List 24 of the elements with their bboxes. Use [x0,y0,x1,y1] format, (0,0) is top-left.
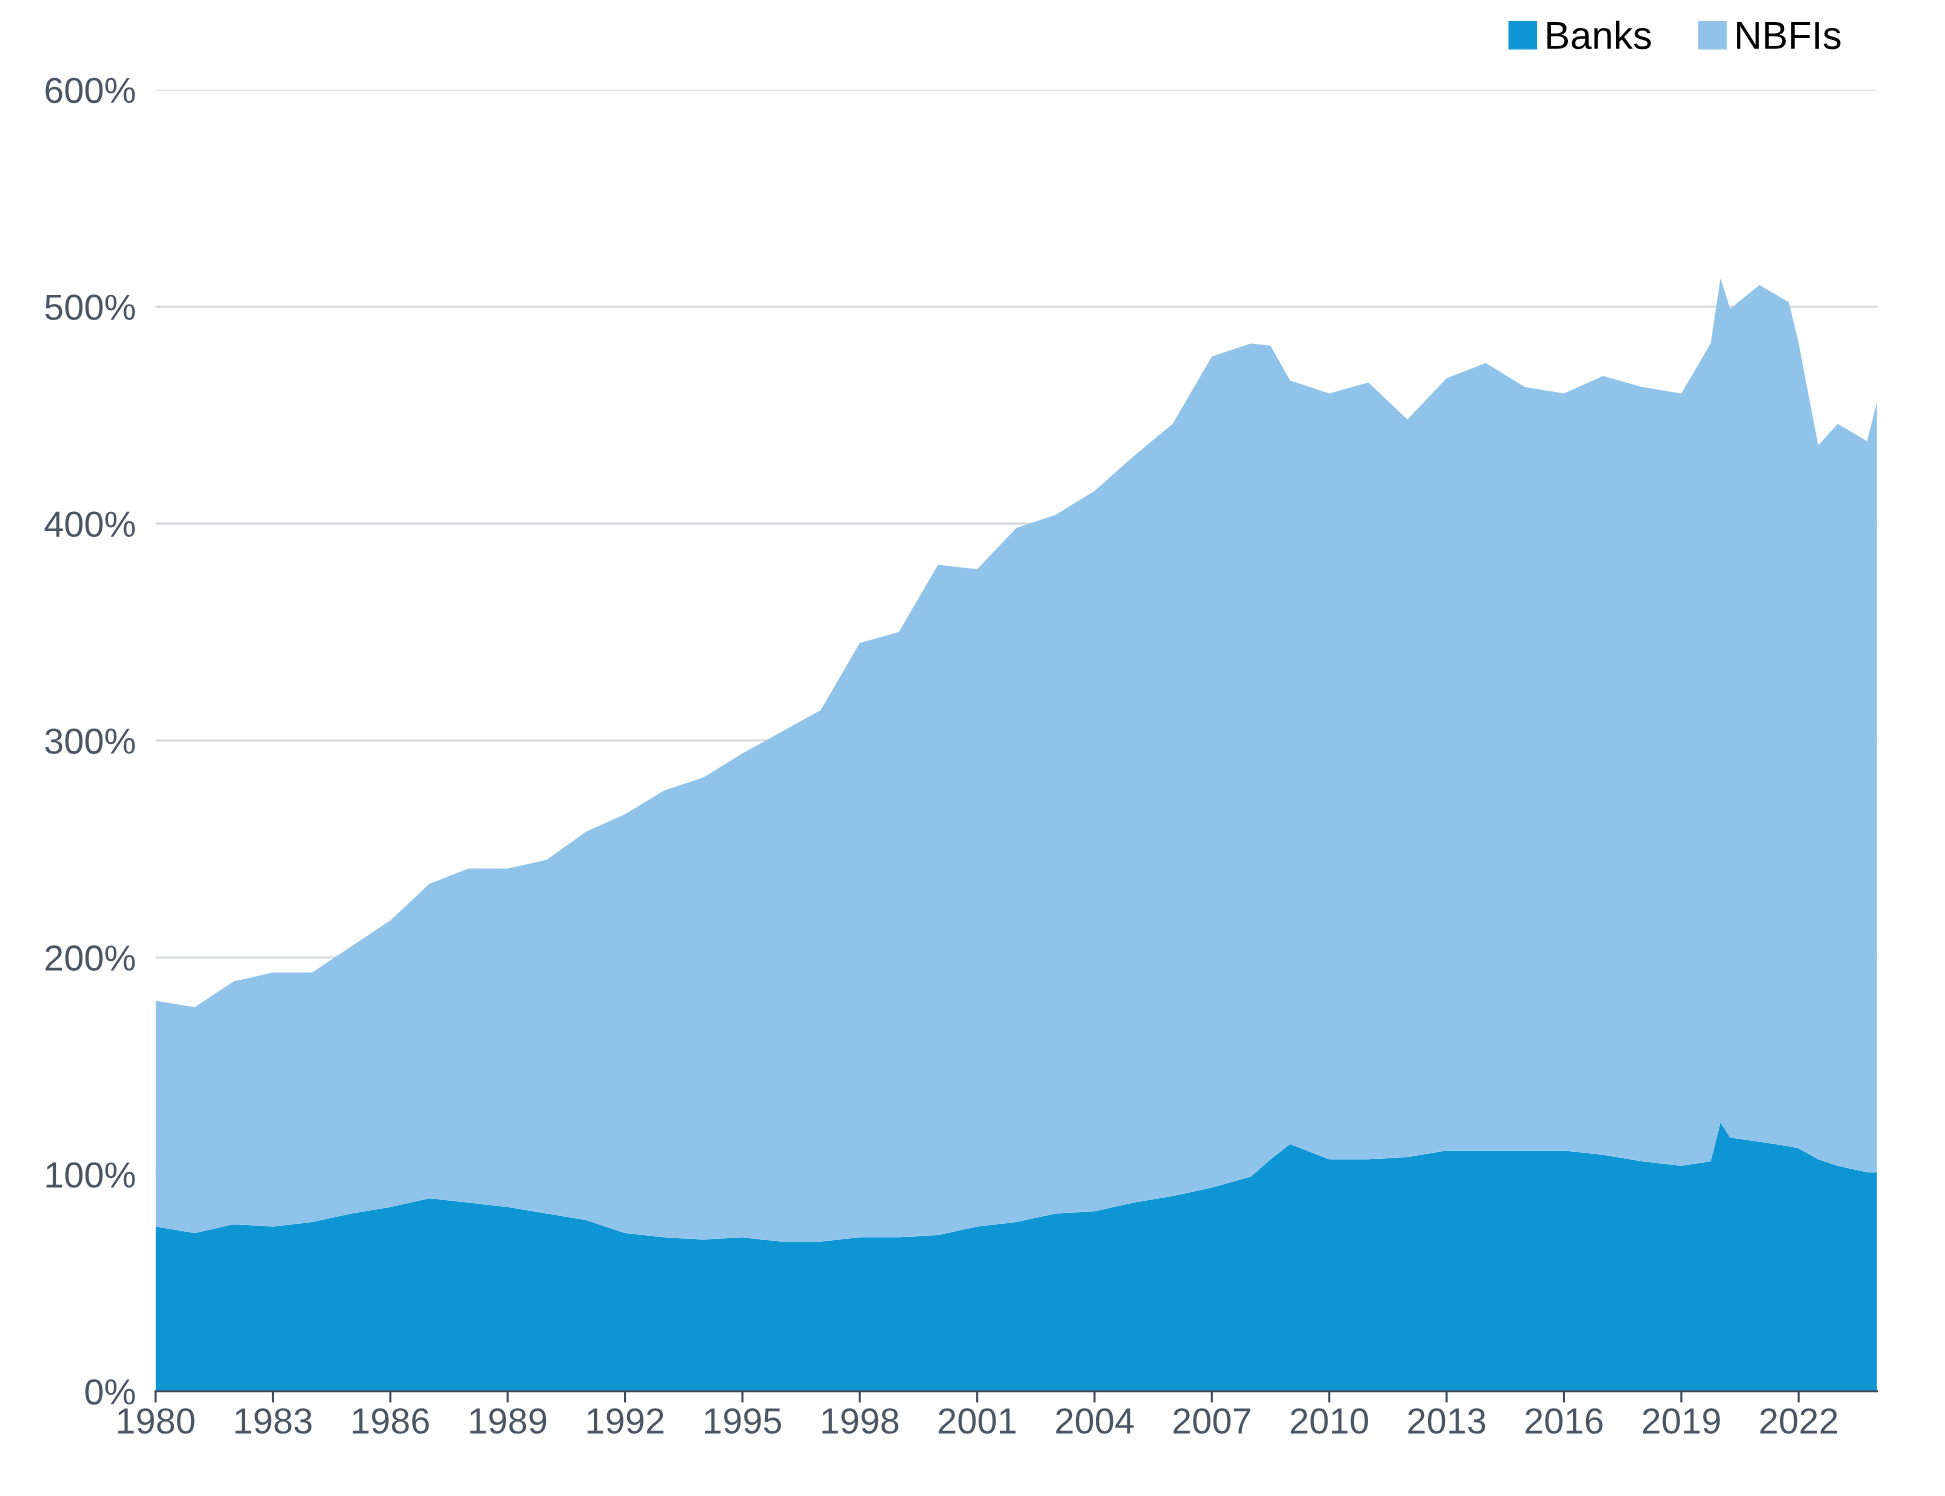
x-tick-label: 2001 [938,1408,1016,1434]
y-tick-label: 400% [44,511,135,538]
x-tick-label: 2004 [1056,1408,1134,1434]
y-tick-label: 100% [46,1162,135,1188]
y-tick-label: 600% [45,77,135,104]
y-tick-label: 500% [45,294,135,321]
x-tick-label: 1989 [470,1408,547,1434]
y-tick-label: 0% [85,1379,135,1405]
y-tick-label: 200% [45,945,135,971]
x-tick-label: 1992 [587,1408,664,1434]
x-tick-label: 1983 [235,1408,312,1434]
x-tick-label: 2007 [1173,1408,1251,1434]
x-tick-label: 1995 [705,1408,782,1434]
legend-label: Banks [1547,20,1651,50]
x-tick-label: 1998 [822,1408,899,1434]
x-tick-label: 1986 [352,1408,429,1434]
legend-label: NBFIs [1737,22,1841,50]
x-tick-label: 1980 [118,1408,195,1434]
x-tick-label: 2022 [1760,1408,1838,1434]
y-tick-label: 300% [45,728,135,754]
x-tick-label: 2016 [1525,1408,1603,1434]
x-tick-label: 2019 [1642,1408,1720,1434]
x-tick-label: 2013 [1408,1408,1486,1434]
x-tick-label: 2010 [1290,1408,1368,1434]
